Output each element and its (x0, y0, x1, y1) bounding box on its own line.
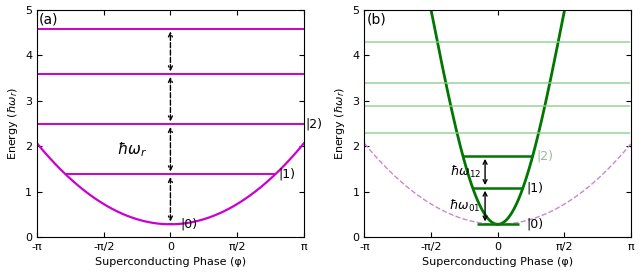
Text: $\hbar\omega_{01}$: $\hbar\omega_{01}$ (449, 198, 481, 214)
Text: |1): |1) (526, 181, 543, 194)
X-axis label: Superconducting Phase (φ): Superconducting Phase (φ) (422, 257, 573, 268)
Y-axis label: Energy ($\hbar\omega_r$): Energy ($\hbar\omega_r$) (6, 87, 20, 160)
Text: |0): |0) (527, 218, 544, 231)
Text: $\hbar\omega_r$: $\hbar\omega_r$ (117, 140, 147, 159)
Text: |2): |2) (305, 118, 322, 131)
Text: $\hbar\omega_{12}$: $\hbar\omega_{12}$ (449, 164, 481, 180)
Text: (a): (a) (39, 12, 59, 26)
Text: |1): |1) (279, 168, 296, 181)
Text: |0): |0) (180, 218, 197, 231)
X-axis label: Superconducting Phase (φ): Superconducting Phase (φ) (95, 257, 246, 268)
Y-axis label: Energy ($\hbar\omega_r$): Energy ($\hbar\omega_r$) (333, 87, 347, 160)
Text: |2): |2) (536, 150, 553, 162)
Text: (b): (b) (367, 12, 387, 26)
